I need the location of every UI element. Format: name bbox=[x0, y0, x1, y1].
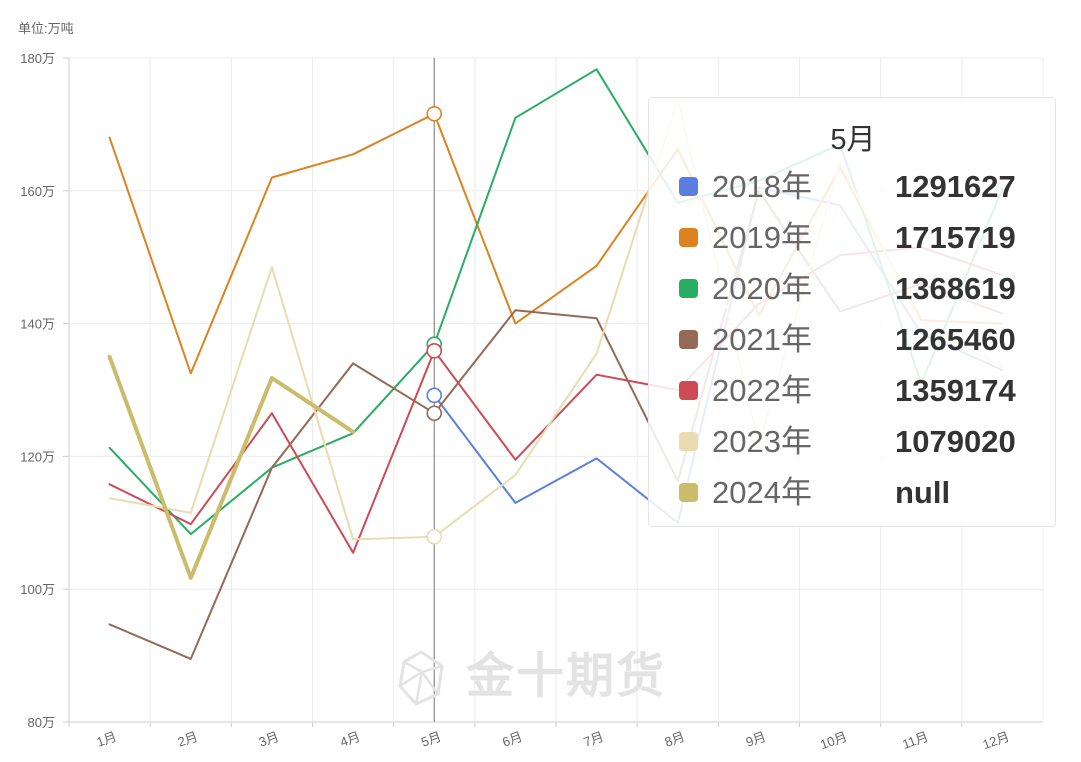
tooltip-series-name: 2023年 bbox=[712, 424, 812, 459]
legend-swatch-icon bbox=[679, 228, 698, 247]
data-point-marker bbox=[426, 528, 443, 545]
data-point-marker bbox=[426, 387, 443, 404]
tooltip-series-value: 1265460 bbox=[895, 322, 1016, 357]
chart-tooltip: 5月 2018年 1291627 2019年 1715719 2020年 1368619 2… bbox=[648, 97, 1056, 527]
legend-swatch-icon bbox=[679, 381, 698, 400]
chart-axes: 80万 100万 120万 140万 160万 180万 1月 2月 3月 4月 5月 6月 7月 8月 9… bbox=[20, 51, 1043, 752]
tooltip-row: 2021年 1265460 bbox=[679, 322, 1039, 362]
tooltip-series-value: 1359174 bbox=[895, 373, 1016, 408]
x-tick-label: 9月 bbox=[744, 729, 768, 750]
x-tick-label: 6月 bbox=[500, 729, 524, 750]
x-tick-label: 1月 bbox=[94, 729, 118, 750]
tooltip-row: 2024年 null bbox=[679, 475, 1039, 515]
tooltip-series-name: 2018年 bbox=[712, 169, 812, 204]
x-tick-label: 3月 bbox=[257, 729, 281, 750]
tooltip-title: 5月 bbox=[830, 124, 876, 156]
tooltip-series-value: 1079020 bbox=[895, 424, 1016, 459]
unit-label: 单位:万吨 bbox=[18, 21, 74, 36]
data-point-marker bbox=[426, 405, 443, 422]
legend-swatch-icon bbox=[679, 483, 698, 502]
legend-swatch-icon bbox=[679, 279, 698, 298]
legend-swatch-icon bbox=[679, 432, 698, 451]
data-point-marker bbox=[426, 105, 443, 122]
x-tick-label: 7月 bbox=[581, 729, 605, 750]
tooltip-series-name: 2021年 bbox=[712, 322, 812, 357]
y-tick-label: 80万 bbox=[28, 715, 55, 730]
data-point-marker bbox=[426, 343, 443, 359]
tooltip-series-name: 2024年 bbox=[712, 475, 812, 510]
y-tick-label: 100万 bbox=[20, 582, 55, 597]
tooltip-row: 2020年 1368619 bbox=[679, 271, 1039, 311]
tooltip-series-value: null bbox=[895, 475, 951, 510]
chart-markers bbox=[426, 105, 443, 545]
tooltip-series-value: 1368619 bbox=[895, 271, 1016, 306]
x-tick-label: 4月 bbox=[338, 729, 362, 750]
tooltip-series-name: 2020年 bbox=[712, 271, 812, 306]
x-tick-label: 8月 bbox=[663, 729, 687, 750]
tooltip-series-name: 2019年 bbox=[712, 220, 812, 255]
tooltip-series-value: 1715719 bbox=[895, 220, 1016, 255]
tooltip-row: 2018年 1291627 bbox=[679, 169, 1039, 209]
legend-swatch-icon bbox=[679, 177, 698, 196]
x-tick-label: 2月 bbox=[176, 729, 200, 750]
x-tick-label: 12月 bbox=[981, 729, 1012, 752]
y-tick-label: 120万 bbox=[20, 449, 55, 464]
x-tick-label: 10月 bbox=[818, 729, 849, 752]
watermark-text: 金十期货 bbox=[466, 650, 667, 703]
x-tick-label: 11月 bbox=[900, 729, 930, 752]
y-tick-label: 160万 bbox=[20, 184, 55, 199]
tooltip-series-value: 1291627 bbox=[895, 169, 1016, 204]
y-tick-label: 180万 bbox=[20, 51, 55, 66]
tooltip-series-name: 2022年 bbox=[712, 373, 812, 408]
tooltip-row: 2022年 1359174 bbox=[679, 373, 1039, 413]
legend-swatch-icon bbox=[679, 330, 698, 349]
y-tick-label: 140万 bbox=[20, 317, 55, 332]
x-tick-label: 5月 bbox=[419, 729, 443, 750]
tooltip-row: 2019年 1715719 bbox=[679, 220, 1039, 260]
series-line-6 bbox=[107, 354, 356, 580]
tooltip-row: 2023年 1079020 bbox=[679, 424, 1039, 464]
jin10-logo-icon bbox=[398, 650, 444, 711]
